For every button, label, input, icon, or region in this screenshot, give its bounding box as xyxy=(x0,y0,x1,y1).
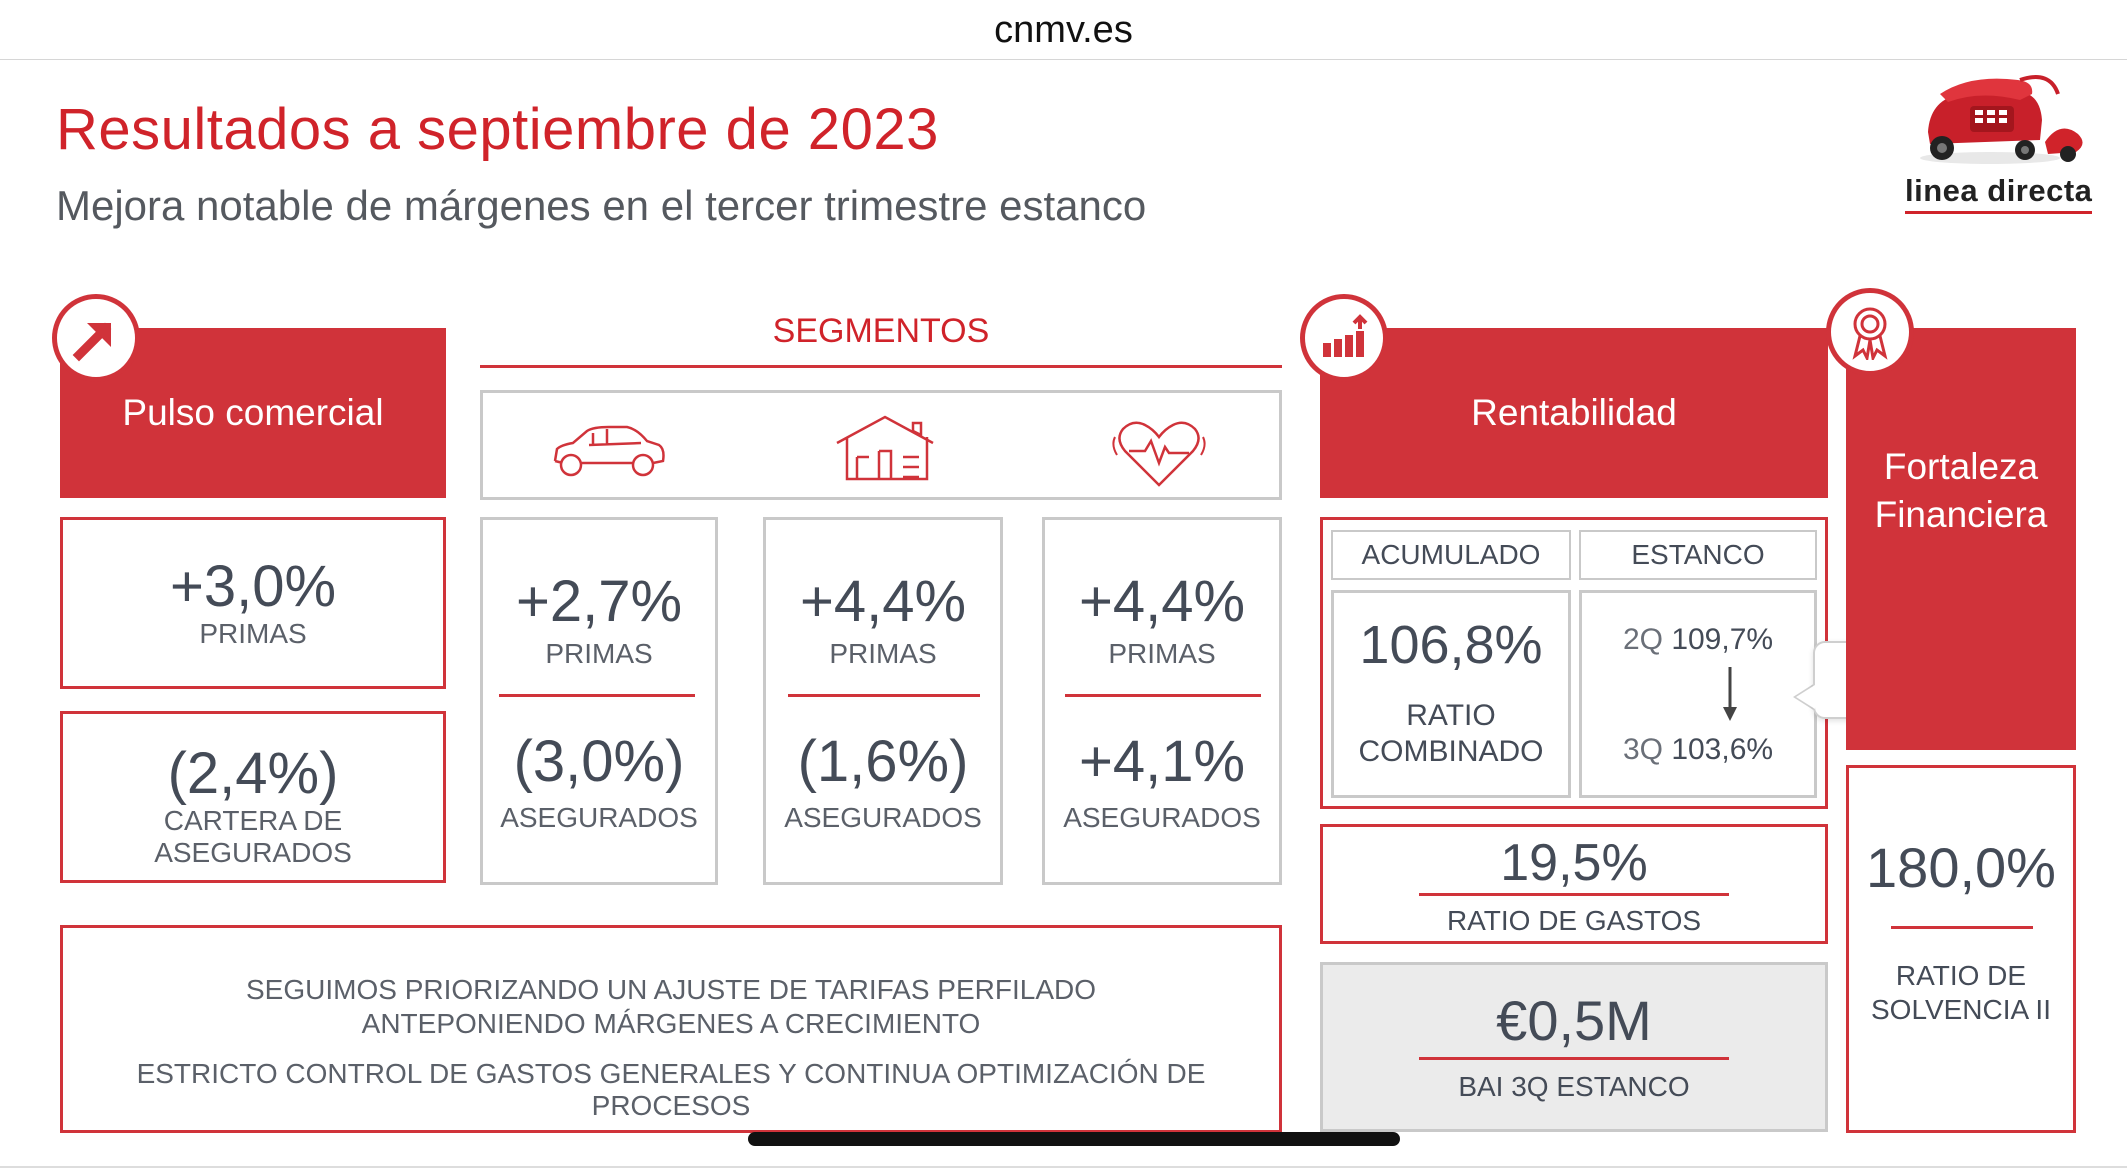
segment-primas-label: PRIMAS xyxy=(1108,638,1216,669)
segmentos-icons-strip xyxy=(480,390,1282,500)
pulso-primas-value: +3,0% xyxy=(169,554,337,619)
segment-divider xyxy=(788,694,980,697)
solvencia-value: 180,0% xyxy=(1866,836,2056,899)
rentabilidad-label: Rentabilidad xyxy=(1471,392,1677,433)
bar-chart-growth-icon xyxy=(1323,314,1368,357)
bottom-divider xyxy=(0,1166,2127,1168)
message-line-1: SEGUIMOS PRIORIZANDO UN AJUSTE DE TARIFA… xyxy=(246,974,1096,1005)
estanco-label: ESTANCO xyxy=(1631,539,1765,570)
estanco-header: ESTANCO xyxy=(1579,530,1817,580)
pulso-circle xyxy=(52,294,140,382)
segment-asegurados-label: ASEGURADOS xyxy=(784,802,982,833)
acumulado-header: ACUMULADO xyxy=(1331,530,1571,580)
q3-label: 3Q xyxy=(1622,733,1663,766)
solvencia-label-b: SOLVENCIA II xyxy=(1871,994,2051,1025)
segment-asegurados-value: (1,6%) xyxy=(797,729,969,794)
ratio-gastos-label: RATIO DE GASTOS xyxy=(1446,905,1702,936)
ratio-gastos-card: 19,5% RATIO DE GASTOS xyxy=(1320,824,1828,944)
segment-primas-label: PRIMAS xyxy=(545,638,653,669)
acumulado-label: ACUMULADO xyxy=(1361,539,1541,570)
pulso-cartera-value: (2,4%) xyxy=(167,741,339,806)
home-indicator[interactable] xyxy=(748,1132,1400,1146)
browser-url-bar[interactable] xyxy=(0,0,2127,60)
segment-asegurados-value: +4,1% xyxy=(1078,729,1246,794)
page-title: Resultados a septiembre de 2023 xyxy=(56,97,939,162)
pulso-comercial-label: Pulso comercial xyxy=(122,392,384,433)
segment-primas-value: +4,4% xyxy=(1078,569,1246,634)
car-icon xyxy=(553,425,665,477)
ratio-combinado-label-2: COMBINADO xyxy=(1358,735,1544,768)
url-text[interactable]: cnmv.es xyxy=(994,9,1133,51)
rentabilidad-header: Rentabilidad xyxy=(1320,328,1828,498)
solvencia-label-a: RATIO DE xyxy=(1895,960,2027,991)
q3-row: 3Q 103,6% xyxy=(1582,733,1814,767)
strategy-message-box: SEGUIMOS PRIORIZANDO UN AJUSTE DE TARIFA… xyxy=(60,925,1282,1133)
ratio-gastos-value: 19,5% xyxy=(1500,834,1648,892)
logo-wordmark: linea directa xyxy=(1905,173,2093,214)
segment-asegurados-value: (3,0%) xyxy=(513,729,685,794)
bai-label: BAI 3Q ESTANCO xyxy=(1458,1071,1690,1102)
fortaleza-circle xyxy=(1826,288,1914,376)
message-line-3: ESTRICTO CONTROL DE GASTOS GENERALES Y C… xyxy=(136,1058,1206,1121)
bai-value: €0,5M xyxy=(1496,989,1652,1052)
segment-asegurados-label: ASEGURADOS xyxy=(500,802,698,833)
solvencia-rule xyxy=(1891,926,2033,929)
segment-primas-value: +2,7% xyxy=(515,569,683,634)
rentabilidad-circle xyxy=(1300,294,1388,382)
bai-rule xyxy=(1419,1057,1729,1060)
callout-tail-inner xyxy=(1796,685,1815,709)
heart-icon xyxy=(1112,421,1206,487)
solvencia-card: 180,0% RATIO DE SOLVENCIA II xyxy=(1846,765,2076,1133)
segment-primas-label: PRIMAS xyxy=(829,638,937,669)
linea-directa-logo-image xyxy=(1900,70,2100,210)
segment-card-salud: +4,4% PRIMAS +4,1% ASEGURADOS xyxy=(1042,517,1282,885)
page-subtitle: Mejora notable de márgenes en el tercer … xyxy=(56,182,1147,229)
acumulado-cell: 106,8% RATIO COMBINADO xyxy=(1331,590,1571,798)
q3-value: 103,6% xyxy=(1671,733,1774,766)
award-medal-icon xyxy=(1852,307,1888,360)
bai-card: €0,5M BAI 3Q ESTANCO xyxy=(1320,962,1828,1132)
q2-value: 109,7% xyxy=(1671,623,1774,656)
segment-divider xyxy=(1065,694,1261,697)
fortaleza-header: Fortaleza Financiera xyxy=(1846,328,2076,750)
estanco-cell: 2Q 109,7% 3Q 103,6% xyxy=(1579,590,1817,798)
ratio-combinado-value: 106,8% xyxy=(1359,615,1543,675)
q2-label: 2Q xyxy=(1622,623,1663,656)
ratio-combinado-label-1: RATIO xyxy=(1406,699,1496,732)
segment-divider xyxy=(499,694,695,697)
fortaleza-label-1: Fortaleza xyxy=(1883,446,2039,487)
segmentos-title: SEGMENTOS xyxy=(772,312,990,350)
arrow-up-right-icon xyxy=(72,322,112,362)
message-line-2: ANTEPONIENDO MÁRGENES A CRECIMIENTO xyxy=(361,1008,981,1039)
segment-card-motor: +2,7% PRIMAS (3,0%) ASEGURADOS xyxy=(480,517,718,885)
segment-asegurados-label: ASEGURADOS xyxy=(1063,802,1261,833)
fortaleza-label-2: Financiera xyxy=(1874,494,2048,535)
arrow-down-icon xyxy=(1723,667,1737,721)
pulso-primas-card: +3,0% PRIMAS xyxy=(60,517,446,689)
pulso-cartera-label: CARTERA DE ASEGURADOS xyxy=(154,805,352,868)
house-icon xyxy=(836,415,934,481)
q2-row: 2Q 109,7% xyxy=(1582,623,1814,657)
segment-card-hogar: +4,4% PRIMAS (1,6%) ASEGURADOS xyxy=(763,517,1003,885)
ratio-gastos-rule xyxy=(1419,893,1729,896)
ratio-combinado-panel: ACUMULADO ESTANCO 106,8% RATIO COMBINADO… xyxy=(1320,517,1828,809)
segment-primas-value: +4,4% xyxy=(799,569,967,634)
pulso-cartera-card: (2,4%) CARTERA DE ASEGURADOS xyxy=(60,711,446,883)
segmentos-title-rule xyxy=(480,365,1282,368)
pulso-primas-label: PRIMAS xyxy=(199,618,307,649)
